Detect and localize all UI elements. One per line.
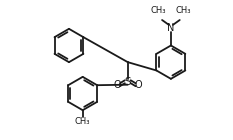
Text: S: S bbox=[124, 77, 131, 87]
Text: CH₃: CH₃ bbox=[75, 117, 90, 126]
Text: O: O bbox=[135, 80, 142, 90]
Text: CH₃: CH₃ bbox=[176, 6, 191, 15]
Text: O: O bbox=[113, 80, 121, 90]
Text: CH₃: CH₃ bbox=[151, 6, 166, 15]
Text: N: N bbox=[167, 23, 175, 33]
